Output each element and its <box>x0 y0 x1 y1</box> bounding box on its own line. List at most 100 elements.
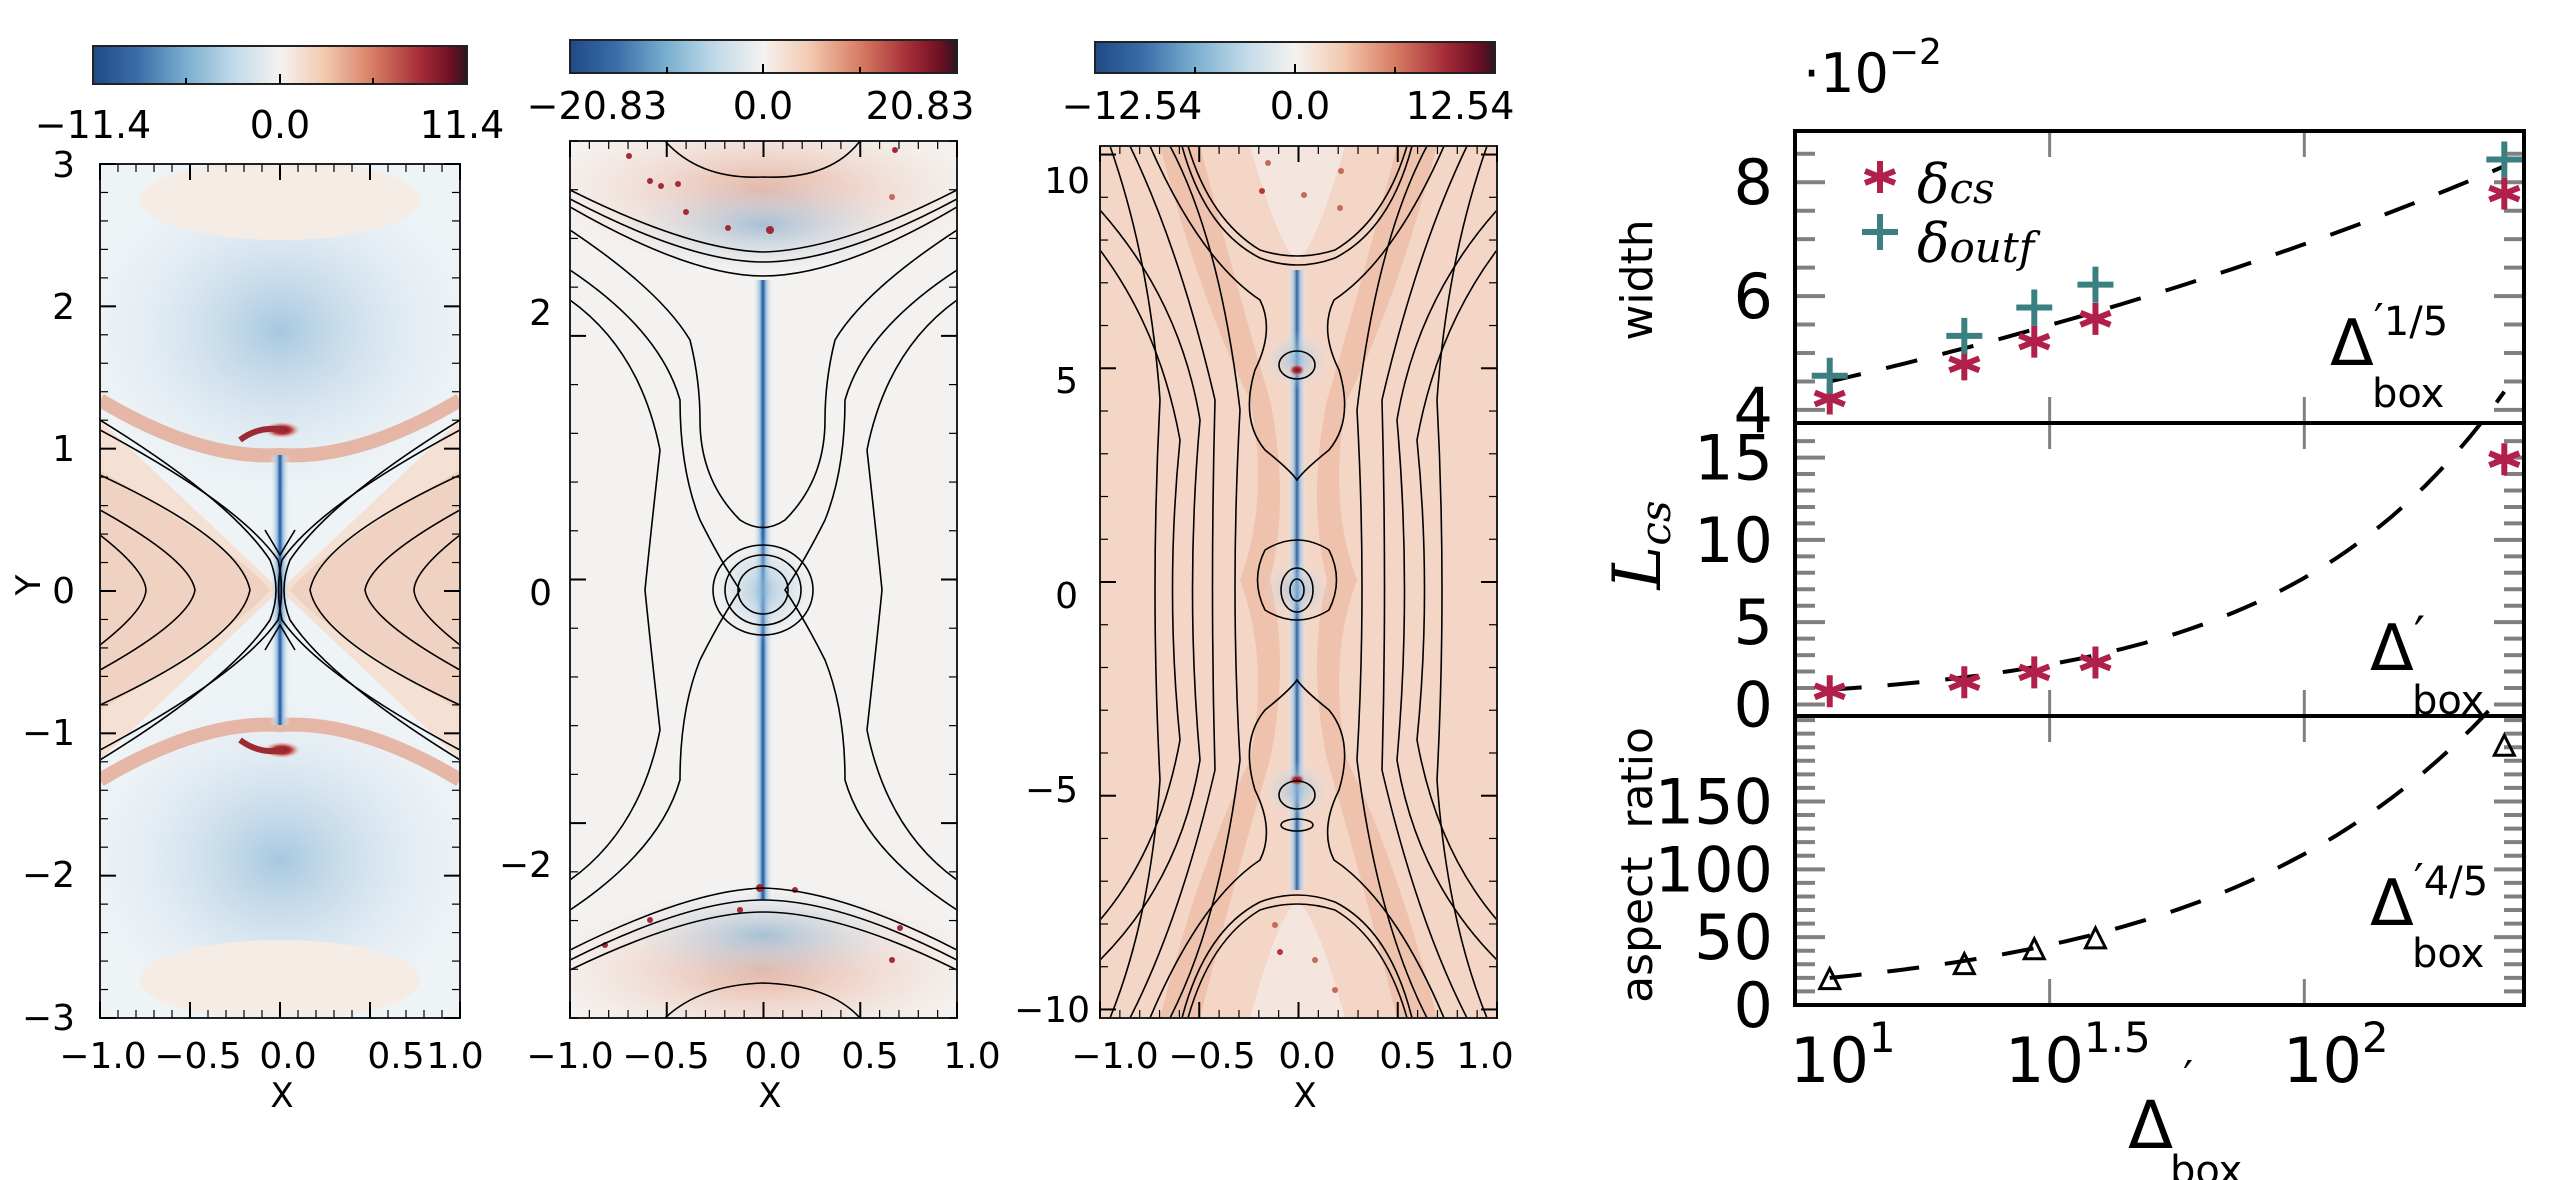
fit-curve <box>1829 390 2506 692</box>
ytick-label: 0 <box>529 573 552 614</box>
xtick-label: 1.0 <box>426 1036 483 1077</box>
legend: δcs δoutf <box>1862 153 2041 275</box>
triangle-marker <box>1951 950 1977 976</box>
panel-2-ytick-labels: 2 0 −2 <box>499 293 552 886</box>
panel-3: −12.54 0.0 12.54 <box>1014 41 1515 1116</box>
triangle-marker <box>2021 935 2047 961</box>
panel-3-hot-spots <box>1259 160 1344 993</box>
xtick-label: 1.0 <box>1456 1036 1513 1077</box>
panel-3-ticks <box>1099 146 1498 1018</box>
ytick-label: 3 <box>52 145 75 186</box>
colorbar-max-label: 20.83 <box>866 84 975 128</box>
colorbar-mid-label: 0.0 <box>1270 84 1330 128</box>
asterisk-marker <box>2018 656 2051 689</box>
ytick-label: 2 <box>52 287 75 328</box>
ytick-label: 5 <box>1055 361 1078 402</box>
panel-2-field <box>570 141 957 1018</box>
panel-2-xtick-labels: −1.0 −0.5 0.0 0.5 1.0 <box>526 1036 1000 1077</box>
fit-label-aspect: Δ′4/5 box <box>2370 855 2488 977</box>
panel-3-ytick-labels: 10 5 0 −5 −10 <box>1014 161 1090 1031</box>
scaling-chart-grid <box>2048 131 2306 1005</box>
panel-1-contours <box>100 419 460 761</box>
plus-marker <box>2077 266 2114 303</box>
xtick-label: −0.5 <box>154 1036 241 1077</box>
ytick-label: 1 <box>52 429 75 470</box>
ytick-label: 0 <box>1734 668 1773 741</box>
colorbar-gradient <box>1094 41 1496 74</box>
xtick-label: 0.5 <box>841 1036 898 1077</box>
aspect-ratio-ylabel: aspect ratio <box>1612 727 1663 1003</box>
panel-1-colorbar: −11.4 0.0 11.4 <box>35 45 505 147</box>
colorbar-min-label: −12.54 <box>1062 84 1203 128</box>
ytick-label: 4 <box>1734 374 1773 447</box>
panel-3-colorbar: −12.54 0.0 12.54 <box>1062 41 1515 128</box>
colorbar-mid-label: 0.0 <box>733 84 793 128</box>
plus-marker-icon <box>1862 214 1898 250</box>
fit-curve <box>1829 164 2506 384</box>
colorbar-max-label: 12.54 <box>1406 84 1515 128</box>
colorbar-max-label: 11.4 <box>420 103 505 147</box>
asterisk-marker <box>2079 646 2112 679</box>
panel-1-ticks <box>99 163 461 1019</box>
fit-label-lcs: Δ′ box <box>2370 606 2484 724</box>
asterisk-marker <box>2488 177 2521 210</box>
ytick-label: −1 <box>22 713 75 754</box>
legend-label: δoutf <box>1917 212 2041 275</box>
asterisk-marker-icon <box>1863 161 1897 193</box>
panel-1-ytick-labels: 3 2 1 0 −1 −2 −3 <box>22 145 75 1039</box>
plus-marker <box>1811 357 1848 394</box>
legend-item-delta-outf: δoutf <box>1862 212 2041 275</box>
panel-3-xtick-labels: −1.0 −0.5 0.0 0.5 1.0 <box>1071 1036 1513 1077</box>
xtick-label: 102 <box>2283 1013 2389 1097</box>
triangle-marker <box>1817 965 1843 991</box>
ytick-label: 150 <box>1655 765 1773 838</box>
panel-1-field <box>100 164 460 1018</box>
ytick-label: 50 <box>1694 901 1773 974</box>
xtick-label: 0.0 <box>744 1036 801 1077</box>
plus-marker <box>2486 141 2523 178</box>
ytick-label: 0 <box>52 571 75 612</box>
x-axis-tick-labels: 101 101.5 102 <box>1790 1013 2389 1097</box>
fit-curve <box>1829 692 2506 980</box>
scaling-chart-ticks <box>1795 151 2524 994</box>
ytick-label: 15 <box>1694 422 1773 495</box>
width-multiplier: ·10−2 <box>1803 32 1942 105</box>
fit-label-width: Δ′1/5 box <box>2330 295 2448 417</box>
xtick-label: −1.0 <box>59 1036 146 1077</box>
panel-2-xlabel: X <box>758 1076 781 1116</box>
ytick-label: 10 <box>1694 504 1773 577</box>
asterisk-marker <box>1813 675 1846 708</box>
asterisk-marker <box>1948 666 1981 699</box>
asterisk-marker <box>2488 443 2521 476</box>
panel-2-colorbar: −20.83 0.0 20.83 <box>527 39 975 128</box>
scaling-chart-points <box>1811 141 2523 991</box>
xtick-label: 0.0 <box>1278 1036 1335 1077</box>
ytick-label: −10 <box>1014 990 1090 1031</box>
colorbar-min-label: −20.83 <box>527 84 668 128</box>
ytick-label: 0 <box>1055 576 1078 617</box>
ytick-label: −2 <box>499 845 552 886</box>
colorbar-min-label: −11.4 <box>35 103 151 147</box>
xtick-label: 1.0 <box>943 1036 1000 1077</box>
panel-1-xtick-labels: −1.0 −0.5 0.0 0.5 1.0 <box>59 1036 483 1077</box>
plus-marker <box>1946 317 1983 354</box>
asterisk-marker <box>2079 302 2112 335</box>
panel-1-ylabel: Y <box>9 574 49 596</box>
xtick-label: −1.0 <box>1071 1036 1158 1077</box>
ytick-label: 5 <box>1734 586 1773 659</box>
width-ylabel: width <box>1612 219 1663 340</box>
legend-item-delta-cs: δcs <box>1863 153 1995 216</box>
triangle-marker <box>2083 924 2108 950</box>
panel-3-field <box>1100 146 1497 1018</box>
xtick-label: −0.5 <box>622 1036 709 1077</box>
panel-1-xlabel: X <box>270 1076 293 1116</box>
panel-2-ticks <box>569 140 958 1019</box>
ytick-label: 0 <box>1734 969 1773 1042</box>
panel-3-xlabel: X <box>1293 1076 1316 1116</box>
xtick-label: 101 <box>1790 1013 1896 1097</box>
ytick-label: 6 <box>1734 260 1773 333</box>
xtick-label: 0.5 <box>1379 1036 1436 1077</box>
ytick-label: 10 <box>1044 161 1090 202</box>
